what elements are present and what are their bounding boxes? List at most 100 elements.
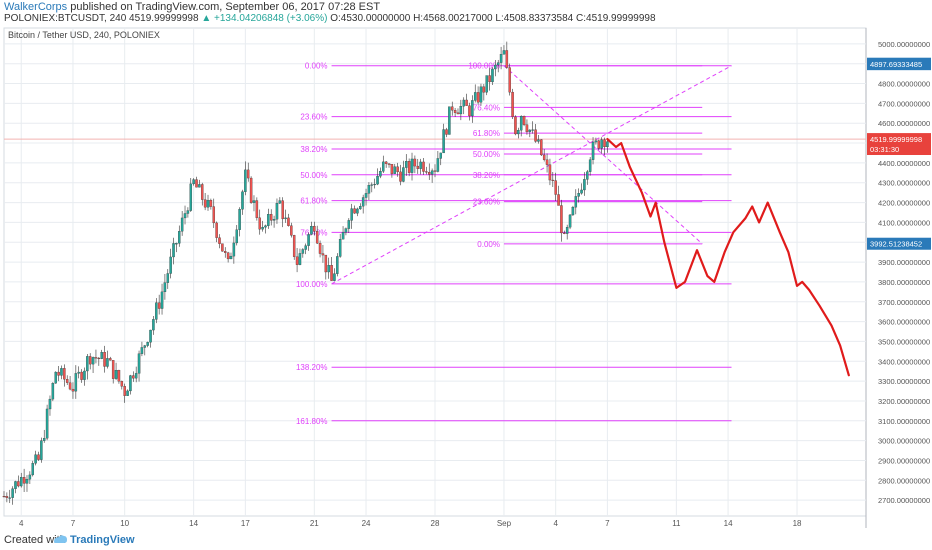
candle-body	[68, 382, 72, 390]
price-chart[interactable]: 2700.00000000 2800.00000000 2900.00000000 3…	[0, 26, 932, 530]
candle-body	[287, 217, 290, 226]
y-tick-label: 5000.00000000	[878, 40, 930, 49]
candle-body	[186, 210, 190, 214]
candle-body	[442, 129, 445, 154]
candle-body	[410, 158, 414, 173]
candle-body	[80, 371, 83, 380]
candle-body	[603, 139, 606, 148]
candle-body	[370, 184, 374, 186]
candle-body	[525, 124, 529, 132]
candle-body	[545, 159, 549, 165]
candle-body	[494, 64, 497, 70]
candle-body	[106, 358, 109, 367]
candle-body	[390, 164, 394, 174]
candle-body	[476, 92, 480, 103]
x-tick-label: Sep	[497, 519, 512, 528]
candle-body	[269, 214, 273, 221]
candle-body	[551, 179, 555, 181]
candle-body	[117, 370, 121, 382]
candle-body	[149, 329, 152, 343]
candle-body	[396, 166, 399, 173]
candle-body	[45, 408, 49, 439]
tradingview-brand[interactable]: TradingView	[70, 534, 135, 546]
y-tick-label: 3700.00000000	[878, 298, 930, 307]
candle-body	[229, 255, 233, 260]
candle-body	[499, 54, 503, 63]
candle-body	[235, 229, 238, 244]
candle-body	[422, 161, 425, 172]
candle-body	[445, 129, 448, 135]
x-tick-label: 24	[362, 519, 371, 528]
candle-body	[425, 171, 428, 173]
candle-body	[301, 249, 305, 254]
y-tick-label: 4700.00000000	[878, 99, 930, 108]
candle-body	[275, 203, 279, 220]
candle-body	[209, 200, 213, 207]
candle-body	[267, 214, 270, 226]
candle-body	[11, 488, 14, 498]
y-tick-label: 4100.00000000	[878, 218, 930, 227]
tradingview-logo-icon	[54, 535, 67, 543]
candle-body	[379, 171, 382, 177]
fib2-level-label: 61.80%	[473, 129, 500, 138]
candle-body	[367, 185, 371, 194]
candle-body	[25, 478, 29, 484]
candle-body	[488, 75, 491, 83]
publish-info: published on TradingView.com, September …	[70, 1, 381, 13]
candle-body	[163, 282, 167, 293]
price-label-box	[867, 143, 931, 156]
candle-body	[542, 154, 546, 160]
candle-body	[436, 158, 440, 172]
candle-body	[261, 226, 264, 230]
candle-body	[111, 360, 115, 379]
y-tick-label: 3300.00000000	[878, 377, 930, 386]
y-tick-label: 4200.00000000	[878, 199, 930, 208]
fib1-level-label: 23.60%	[300, 113, 327, 122]
candle-body	[433, 170, 437, 172]
candle-body	[264, 225, 267, 228]
candle-body	[40, 440, 43, 460]
candle-body	[534, 129, 537, 142]
candle-body	[134, 373, 138, 379]
candle-body	[103, 352, 106, 367]
candle-body	[537, 139, 540, 142]
candle-body	[588, 159, 592, 172]
candle-body	[48, 398, 52, 410]
candle-body	[399, 171, 402, 182]
candle-body	[284, 217, 287, 220]
author-link[interactable]: WalkerCorps	[4, 1, 68, 13]
candle-body	[600, 139, 603, 149]
y-tick-label: 3000.00000000	[878, 437, 930, 446]
candle-body	[459, 106, 463, 115]
candle-body	[14, 481, 17, 489]
candle-body	[183, 213, 187, 219]
candle-body	[60, 368, 63, 376]
candle-body	[157, 302, 161, 309]
candle-body	[304, 245, 307, 250]
candle-body	[313, 225, 316, 232]
candle-body	[505, 50, 509, 68]
candle-body	[175, 243, 178, 245]
x-tick-label: 4	[19, 519, 24, 528]
y-tick-label: 2900.00000000	[878, 456, 930, 465]
price-label-text: 03:31:30	[870, 145, 899, 154]
price-label-text: 3992.51238452	[870, 240, 922, 249]
x-tick-label: 14	[189, 519, 198, 528]
candle-body	[462, 99, 465, 107]
y-tick-label: 4300.00000000	[878, 179, 930, 188]
candle-body	[468, 105, 471, 117]
candle-body	[146, 342, 149, 346]
candle-body	[77, 371, 80, 374]
fib1-level-label: 50.00%	[300, 171, 327, 180]
candle-body	[491, 68, 494, 83]
candle-body	[160, 291, 164, 309]
candle-body	[5, 496, 9, 498]
fib1-level-label: 0.00%	[305, 62, 328, 71]
candle-body	[594, 140, 598, 143]
candle-body	[453, 110, 457, 113]
candle-body	[298, 253, 302, 265]
candle-body	[318, 243, 322, 254]
candle-body	[221, 243, 224, 252]
candle-body	[246, 169, 250, 179]
candle-body	[278, 200, 282, 204]
